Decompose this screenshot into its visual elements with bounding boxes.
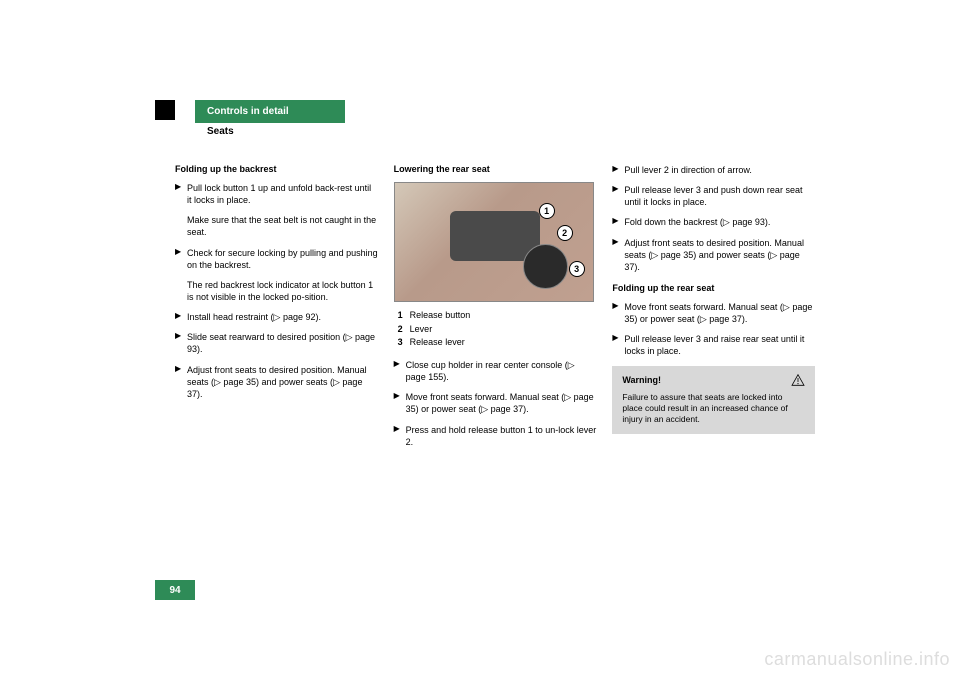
col3-subtitle: Folding up the rear seat	[612, 283, 815, 293]
section-title: Seats	[175, 123, 815, 140]
content-columns: Folding up the backrest ▶ Pull lock butt…	[155, 164, 815, 456]
bullet-icon: ▶	[394, 424, 406, 448]
warning-triangle-icon	[791, 374, 805, 386]
bullet-text: Pull lock button 1 up and unfold back-re…	[187, 182, 378, 206]
list-item: ▶ Pull release lever 3 and push down rea…	[612, 184, 815, 208]
header-black-stub	[155, 100, 175, 120]
watermark: carmanualsonline.info	[764, 649, 950, 670]
callout-1: 1	[539, 203, 555, 219]
legend-num: 3	[398, 337, 410, 349]
detail-circle	[523, 244, 568, 289]
list-item: ▶ Close cup holder in rear center consol…	[394, 359, 597, 383]
bullet-text: Fold down the backrest (▷ page 93).	[624, 216, 815, 228]
note-text: The red backrest lock indicator at lock …	[187, 279, 378, 303]
bullet-icon: ▶	[175, 247, 187, 271]
column-3: ▶ Pull lever 2 in direction of arrow. ▶ …	[612, 164, 815, 456]
bullet-text: Check for secure locking by pulling and …	[187, 247, 378, 271]
list-item: ▶ Pull release lever 3 and raise rear se…	[612, 333, 815, 357]
list-item: ▶ Install head restraint (▷ page 92).	[175, 311, 378, 323]
bullet-icon: ▶	[394, 359, 406, 383]
list-item: ▶ Move front seats forward. Manual seat …	[394, 391, 597, 415]
warning-box: Warning! Failure to assure that seats ar…	[612, 366, 815, 434]
warning-header: Warning!	[622, 374, 805, 386]
legend-num: 2	[398, 324, 410, 336]
callout-3: 3	[569, 261, 585, 277]
list-item: ▶ Move front seats forward. Manual seat …	[612, 301, 815, 325]
bullet-icon: ▶	[175, 331, 187, 355]
bullet-icon: ▶	[612, 164, 624, 176]
legend-text: Release button	[410, 310, 597, 322]
bullet-text: Pull lever 2 in direction of arrow.	[624, 164, 815, 176]
list-item: ▶ Adjust front seats to desired position…	[612, 237, 815, 273]
legend-num: 1	[398, 310, 410, 322]
bullet-icon: ▶	[394, 391, 406, 415]
column-1: Folding up the backrest ▶ Pull lock butt…	[175, 164, 378, 456]
bullet-text: Slide seat rearward to desired position …	[187, 331, 378, 355]
bullet-text: Install head restraint (▷ page 92).	[187, 311, 378, 323]
bullet-text: Adjust front seats to desired position. …	[624, 237, 815, 273]
bullet-text: Move front seats forward. Manual seat (▷…	[624, 301, 815, 325]
bullet-text: Press and hold release button 1 to un-lo…	[406, 424, 597, 448]
bullet-text: Close cup holder in rear center console …	[406, 359, 597, 383]
bullet-text: Pull release lever 3 and raise rear seat…	[624, 333, 815, 357]
legend: 1 Release button 2 Lever 3 Release lever	[394, 310, 597, 349]
bullet-icon: ▶	[175, 182, 187, 206]
col2-title: Lowering the rear seat	[394, 164, 597, 174]
bullet-text: Adjust front seats to desired position. …	[187, 364, 378, 400]
manual-page: Controls in detail Seats Folding up the …	[155, 100, 815, 600]
list-item: ▶ Adjust front seats to desired position…	[175, 364, 378, 400]
bullet-icon: ▶	[612, 216, 624, 228]
bullet-icon: ▶	[612, 333, 624, 357]
column-2: Lowering the rear seat 1 2 3 1 Release b…	[394, 164, 597, 456]
list-item: ▶ Fold down the backrest (▷ page 93).	[612, 216, 815, 228]
note-text: Make sure that the seat belt is not caug…	[187, 214, 378, 238]
callout-2: 2	[557, 225, 573, 241]
col1-title: Folding up the backrest	[175, 164, 378, 174]
list-item: ▶ Check for secure locking by pulling an…	[175, 247, 378, 271]
warning-title: Warning!	[622, 375, 661, 385]
legend-text: Release lever	[410, 337, 597, 349]
legend-item: 3 Release lever	[398, 337, 597, 349]
bullet-icon: ▶	[612, 184, 624, 208]
bullet-icon: ▶	[175, 311, 187, 323]
bullet-text: Move front seats forward. Manual seat (▷…	[406, 391, 597, 415]
list-item: ▶ Pull lock button 1 up and unfold back-…	[175, 182, 378, 206]
legend-item: 2 Lever	[398, 324, 597, 336]
bullet-text: Pull release lever 3 and push down rear …	[624, 184, 815, 208]
list-item: ▶ Slide seat rearward to desired positio…	[175, 331, 378, 355]
page-number: 94	[155, 580, 195, 600]
bullet-icon: ▶	[175, 364, 187, 400]
list-item: ▶ Press and hold release button 1 to un-…	[394, 424, 597, 448]
legend-text: Lever	[410, 324, 597, 336]
bullet-icon: ▶	[612, 301, 624, 325]
legend-item: 1 Release button	[398, 310, 597, 322]
header-row: Controls in detail Seats	[155, 100, 815, 140]
bullet-icon: ▶	[612, 237, 624, 273]
warning-body: Failure to assure that seats are locked …	[622, 392, 805, 426]
header-tab: Controls in detail	[195, 100, 345, 123]
seat-lever-illustration: 1 2 3	[394, 182, 594, 302]
list-item: ▶ Pull lever 2 in direction of arrow.	[612, 164, 815, 176]
